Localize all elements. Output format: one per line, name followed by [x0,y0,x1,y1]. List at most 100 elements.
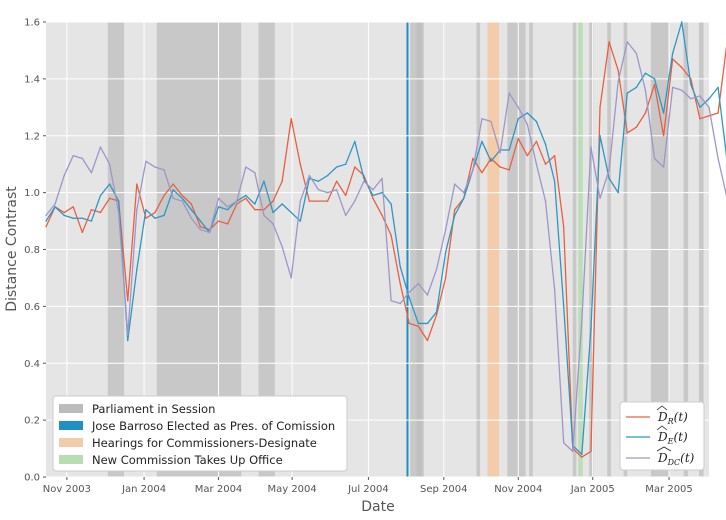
data-point-d-dc-19 [217,197,220,200]
data-point-d-e-70 [681,21,683,23]
data-point-d-r-72 [699,117,701,120]
data-point-d-dc-30 [317,189,320,191]
x-tick-label-8: Mar 2005 [645,484,693,495]
data-point-d-dc-45 [453,183,456,185]
data-point-d-r-60 [590,450,592,453]
data-point-d-dc-6 [99,146,102,148]
data-point-d-r-3 [72,206,74,208]
data-point-d-e-61 [599,135,601,137]
data-point-d-dc-70 [681,89,683,91]
data-point-d-dc-47 [472,169,474,171]
data-point-d-r-44 [444,277,447,279]
data-point-d-r-67 [653,83,656,86]
data-point-d-dc-71 [690,98,692,100]
data-point-d-e-0 [45,220,47,222]
data-point-d-e-64 [626,92,628,94]
data-point-d-e-14 [172,189,174,191]
data-point-d-e-16 [190,208,193,211]
data-point-d-dc-27 [290,277,292,279]
data-point-d-e-52 [517,117,519,120]
legend-label-d-r: DR(t) [657,410,688,426]
data-point-d-dc-59 [581,319,583,322]
data-point-d-e-9 [127,339,129,342]
data-point-d-r-56 [553,154,556,157]
data-point-d-r-22 [245,197,247,200]
data-point-d-r-52 [517,137,519,140]
data-point-d-dc-21 [236,200,238,202]
data-point-d-dc-4 [81,157,84,160]
series-lines [45,21,726,458]
data-point-d-e-67 [653,78,656,80]
data-point-d-e-36 [372,194,374,197]
data-point-d-dc-11 [145,160,147,163]
data-point-d-dc-34 [354,200,356,202]
data-point-d-dc-67 [653,157,656,160]
data-point-d-e-39 [399,265,401,268]
events-legend: Parliament in Session Jose Barroso Elect… [52,395,348,472]
data-point-d-dc-44 [444,228,447,231]
data-point-d-e-2 [63,214,65,217]
data-point-d-r-57 [562,226,565,228]
data-point-d-r-73 [708,115,710,117]
data-point-d-e-57 [562,305,565,308]
data-point-d-r-19 [217,220,220,222]
legend-d-e-arg: (t) [673,430,688,444]
data-point-d-e-40 [408,297,410,299]
data-point-d-dc-66 [644,89,647,91]
data-point-d-dc-32 [335,189,338,191]
data-point-d-e-25 [272,211,274,214]
x-tick-label-6: Nov 2004 [494,484,542,495]
data-point-d-dc-61 [599,197,601,200]
data-point-d-r-20 [226,223,229,225]
data-point-d-dc-37 [381,177,383,180]
data-point-d-dc-14 [172,197,174,200]
data-point-d-e-35 [363,177,365,180]
data-point-d-r-43 [435,314,438,316]
y-tick-label-6: 1.2 [24,131,40,142]
y-axis-title: Distance Contrast [4,186,20,312]
data-point-d-r-11 [145,217,147,219]
data-point-d-r-24 [263,208,265,211]
data-point-d-r-45 [453,208,456,211]
data-point-d-e-13 [163,214,165,217]
data-point-d-dc-50 [499,152,501,154]
data-point-d-r-61 [599,106,601,109]
legend-label-new-commission: New Commission Takes Up Office [92,453,283,467]
data-point-d-dc-1 [54,203,56,205]
legend-label-d-e: DE(t) [657,430,688,446]
y-tick-label-8: 1.6 [24,18,40,29]
data-point-d-r-48 [481,172,483,174]
data-point-d-dc-48 [481,117,483,120]
data-point-d-r-10 [136,183,138,185]
data-point-d-e-55 [544,143,547,145]
data-point-d-dc-56 [553,288,556,291]
data-point-d-e-23 [254,203,256,205]
data-point-d-dc-35 [363,180,365,182]
y-tick-label-7: 1.4 [24,74,40,85]
data-point-d-r-42 [426,339,429,342]
data-point-d-r-32 [335,180,338,182]
data-point-d-e-19 [217,206,220,208]
data-point-d-r-40 [408,322,410,325]
y-tick-label-0: 0.0 [24,473,40,484]
data-point-d-dc-73 [708,106,710,109]
data-point-d-e-45 [453,214,456,217]
legend-swatch-new-commission [59,455,83,464]
data-point-d-dc-3 [72,154,74,157]
data-point-d-dc-12 [154,166,156,168]
data-point-d-e-72 [699,106,701,109]
data-point-d-r-5 [90,208,93,211]
y-tick-label-1: 0.2 [24,416,40,427]
data-point-d-r-4 [81,231,84,234]
data-point-d-dc-42 [426,294,429,296]
data-point-d-r-70 [681,66,683,69]
data-point-d-dc-29 [308,174,311,177]
data-point-d-dc-52 [517,106,519,109]
data-point-d-dc-10 [136,208,138,211]
data-point-d-e-1 [54,206,56,208]
data-point-d-dc-38 [390,299,392,302]
data-point-d-r-2 [63,211,65,214]
data-point-d-e-73 [708,98,710,100]
data-point-d-e-3 [72,217,74,219]
data-point-d-dc-55 [544,200,547,202]
